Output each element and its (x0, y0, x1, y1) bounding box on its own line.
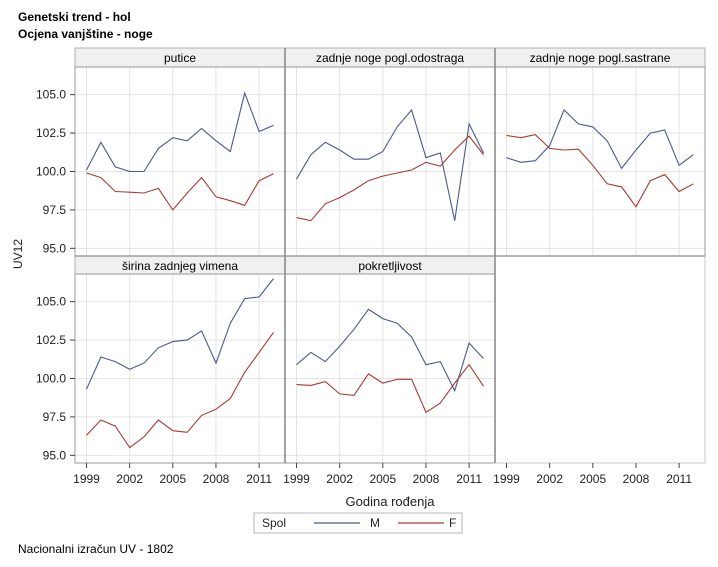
panel-label: putice (164, 51, 196, 65)
y-tick-label: 100.0 (36, 371, 66, 385)
empty-panel (494, 255, 706, 464)
y-tick-label: 100.0 (36, 164, 66, 178)
y-tick-label: 105.0 (36, 88, 66, 102)
series-line-M (506, 109, 694, 170)
y-tick-label: 105.0 (36, 295, 66, 309)
panel-4: širina zadnjeg vimena (74, 255, 286, 464)
panel-label: širina zadnjeg vimena (122, 259, 238, 273)
y-axis-label: UV12 (11, 239, 25, 269)
x-axis: 1999 2002 2005 2008 2011 1999 2002 2005 2008 2011… (73, 463, 692, 509)
plot-area (285, 274, 495, 463)
panel-2: zadnje noge pogl.odostraga (284, 47, 496, 257)
x-tick-label: 1999 (73, 472, 100, 486)
legend: Spol M F (253, 512, 463, 534)
x-tick-label: 2002 (326, 472, 353, 486)
x-tick-label: 2002 (536, 472, 563, 486)
chart-subtitle: Ocjena vanjštine - noge (18, 27, 153, 41)
x-tick-label: 2008 (203, 472, 230, 486)
y-tick-label: 102.5 (36, 333, 66, 347)
y-tick-label: 95.0 (43, 448, 67, 462)
y-tick-label: 102.5 (36, 126, 66, 140)
x-tick-label: 1999 (493, 472, 520, 486)
panel-label: zadnje noge pogl.sastrane (530, 51, 671, 65)
series-line-F (86, 172, 274, 211)
plot-area (75, 67, 285, 256)
x-tick-label: 2005 (369, 472, 396, 486)
x-tick-label: 2011 (246, 472, 272, 486)
series-line-F (86, 332, 274, 449)
series-line-F (296, 363, 484, 414)
footnote: Nacionalni izračun UV - 1802 (18, 542, 174, 556)
y-tick-label: 95.0 (43, 241, 67, 255)
series-line-M (296, 108, 484, 221)
x-tick-label: 2008 (623, 472, 650, 486)
plot-area (75, 274, 285, 463)
panel-label: pokretljivost (358, 259, 422, 273)
x-axis-label: Godina rođenja (346, 494, 436, 509)
empty-panel-frame (494, 255, 706, 464)
x-tick-label: 2011 (666, 472, 692, 486)
legend-title: Spol (262, 516, 286, 530)
x-tick-label: 2008 (413, 472, 440, 486)
series-line-M (86, 91, 274, 173)
series-line-F (296, 135, 484, 222)
y-axis: 95.0 97.5 100.0 102.5 105.0 95.0 97.5 100.0 102.… (11, 88, 75, 462)
y-tick-label: 97.5 (43, 203, 67, 217)
panel-label: zadnje noge pogl.odostraga (316, 51, 464, 65)
chart-title: Genetski trend - hol (18, 10, 131, 24)
legend-label-M: M (370, 516, 380, 530)
series-line-F (506, 134, 694, 208)
x-tick-label: 2002 (116, 472, 143, 486)
x-tick-label: 1999 (283, 472, 310, 486)
panel-1: putice (74, 47, 286, 257)
plot-area (285, 67, 495, 256)
x-tick-label: 2011 (456, 472, 482, 486)
y-tick-label: 97.5 (43, 410, 67, 424)
x-tick-label: 2005 (159, 472, 186, 486)
panel-3: zadnje noge pogl.sastrane (494, 47, 706, 257)
panel-5: pokretljivost (284, 255, 496, 464)
x-tick-label: 2005 (579, 472, 606, 486)
legend-label-F: F (449, 516, 456, 530)
series-line-M (85, 278, 274, 390)
